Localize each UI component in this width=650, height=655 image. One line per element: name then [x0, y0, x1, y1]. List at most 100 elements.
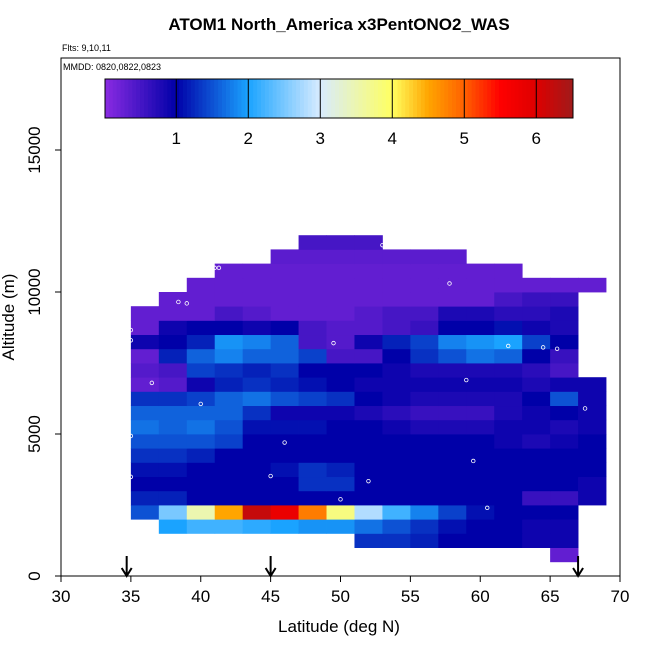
heat-cell: [242, 490, 272, 506]
colorbar-swatch: [284, 79, 289, 118]
colorbar-tick-label: 5: [460, 129, 469, 148]
heat-cell: [270, 292, 299, 307]
heat-cell: [522, 348, 551, 364]
heat-cell: [466, 377, 495, 392]
heat-cell: [270, 249, 299, 265]
heat-cell: [130, 348, 160, 364]
colorbar-swatch: [553, 79, 558, 118]
heat-cell: [326, 235, 355, 250]
y-tick-label: 0: [25, 571, 44, 580]
colorbar-swatch: [358, 79, 363, 118]
heat-cell: [550, 334, 579, 350]
heat-cell: [550, 277, 579, 293]
heat-cell: [410, 391, 439, 407]
sample-point: [212, 265, 217, 271]
sample-point: [216, 265, 222, 271]
heat-cell: [270, 419, 299, 435]
colorbar-swatch: [342, 79, 348, 118]
heat-cell: [158, 306, 188, 321]
heat-cell: [550, 490, 579, 506]
heat-cell: [494, 434, 523, 449]
heat-cell: [298, 363, 327, 378]
heat-cell: [326, 419, 355, 435]
heat-cell: [382, 462, 411, 478]
heat-cell: [298, 448, 327, 463]
x-tick-label: 70: [611, 587, 630, 606]
colorbar-swatch: [401, 79, 406, 118]
heat-cell: [494, 505, 523, 520]
heat-cell: [522, 292, 551, 307]
colorbar-swatch: [128, 79, 133, 118]
colorbar-swatch: [261, 79, 266, 118]
heat-cell: [242, 405, 272, 421]
heat-cell: [522, 377, 551, 392]
heat-cell: [298, 249, 327, 265]
heat-cell: [382, 306, 411, 321]
colorbar-swatch: [280, 79, 285, 118]
heat-cell: [522, 434, 551, 449]
heat-cell: [270, 277, 299, 293]
heat-cell: [242, 391, 272, 407]
heat-cell: [438, 434, 467, 449]
colorbar-swatch: [229, 79, 235, 118]
heat-cell: [438, 377, 467, 392]
colorbar-swatch: [132, 79, 137, 118]
heat-cell: [550, 306, 579, 321]
colorbar-swatch: [225, 79, 231, 118]
heat-cell: [354, 363, 383, 378]
heat-cell: [550, 462, 579, 478]
sample-point: [128, 327, 134, 333]
heat-cell: [270, 306, 299, 321]
heat-cell: [410, 448, 439, 463]
annotation: MMDD: 0820,0822,0823: [63, 62, 161, 72]
heat-cell: [466, 292, 495, 307]
heat-cell: [382, 348, 411, 364]
heat-cell: [550, 320, 579, 336]
colorbar-swatch: [331, 79, 336, 118]
heat-cell: [466, 519, 495, 534]
heat-cell: [326, 263, 355, 279]
heat-cell: [382, 363, 411, 378]
heat-cell: [578, 476, 607, 492]
heat-cell: [494, 292, 523, 307]
heat-cell: [214, 263, 244, 279]
heat-cell: [242, 462, 272, 478]
heat-cell: [438, 292, 467, 307]
heat-cell: [158, 363, 188, 378]
colorbar-swatch: [183, 79, 188, 118]
heat-cell: [214, 377, 244, 392]
heat-cell: [354, 348, 383, 364]
heat-cell: [354, 306, 383, 321]
heat-cell: [550, 434, 579, 449]
heat-cell: [270, 263, 299, 279]
heat-cell: [438, 263, 467, 279]
heat-cell: [410, 505, 439, 520]
heat-cell: [410, 405, 439, 421]
heat-cell: [578, 377, 607, 392]
heat-cell: [438, 448, 467, 463]
colorbar-swatch: [409, 79, 414, 118]
heat-cell: [242, 377, 272, 392]
colorbar-swatch: [210, 79, 215, 118]
heat-cell: [522, 277, 551, 293]
heat-cell: [158, 505, 188, 520]
x-tick-label: 60: [471, 587, 490, 606]
colorbar-swatch: [276, 79, 281, 118]
colorbar-swatch: [452, 79, 457, 118]
heat-cell: [354, 334, 383, 350]
flight-arrow: [120, 556, 133, 578]
subtitle: Flts: 9,10,11: [62, 43, 111, 53]
heat-cell: [382, 519, 411, 534]
heat-cell: [438, 363, 467, 378]
heat-cell: [578, 391, 607, 407]
sample-point: [149, 380, 155, 386]
heat-cell: [242, 419, 272, 435]
colorbar-swatch: [311, 79, 317, 118]
heat-cell: [494, 391, 523, 407]
heat-cell: [466, 306, 495, 321]
colorbar-swatch: [432, 79, 437, 118]
heat-cell: [522, 334, 551, 350]
colorbar-swatch: [323, 79, 328, 118]
heat-cell: [214, 363, 244, 378]
